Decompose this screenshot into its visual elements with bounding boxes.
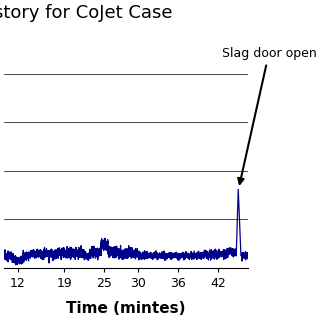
Text: story for CoJet Case: story for CoJet Case: [0, 4, 173, 22]
X-axis label: Time (mintes): Time (mintes): [67, 301, 186, 316]
Text: Slag door open: Slag door open: [221, 47, 316, 184]
